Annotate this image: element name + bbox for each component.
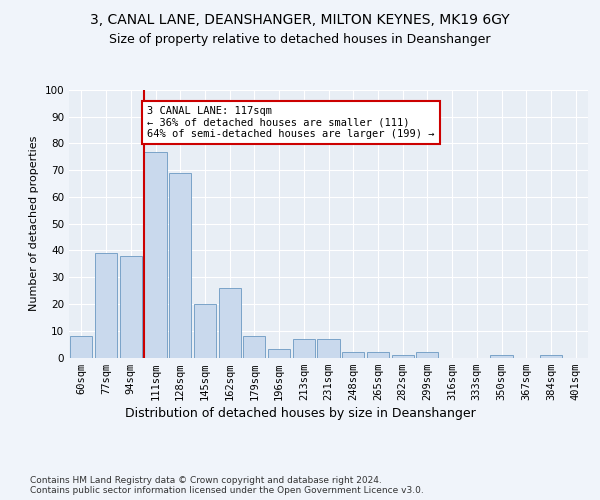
Text: 3, CANAL LANE, DEANSHANGER, MILTON KEYNES, MK19 6GY: 3, CANAL LANE, DEANSHANGER, MILTON KEYNE… [90, 12, 510, 26]
Bar [490, 355, 512, 358]
Bar [268, 350, 290, 358]
Bar [95, 253, 117, 358]
Bar [119, 256, 142, 358]
Text: Distribution of detached houses by size in Deanshanger: Distribution of detached houses by size … [125, 408, 475, 420]
Bar [392, 355, 414, 358]
Bar [540, 355, 562, 358]
Bar [293, 339, 315, 357]
Text: Contains HM Land Registry data © Crown copyright and database right 2024.
Contai: Contains HM Land Registry data © Crown c… [30, 476, 424, 495]
Bar [416, 352, 439, 358]
Bar [317, 339, 340, 357]
Bar [342, 352, 364, 358]
Bar [194, 304, 216, 358]
Bar [70, 336, 92, 357]
Bar [145, 152, 167, 358]
Text: 3 CANAL LANE: 117sqm
← 36% of detached houses are smaller (111)
64% of semi-deta: 3 CANAL LANE: 117sqm ← 36% of detached h… [147, 106, 434, 139]
Bar [218, 288, 241, 358]
Bar [367, 352, 389, 358]
Bar [243, 336, 265, 357]
Y-axis label: Number of detached properties: Number of detached properties [29, 136, 39, 312]
Bar [169, 173, 191, 358]
Text: Size of property relative to detached houses in Deanshanger: Size of property relative to detached ho… [109, 32, 491, 46]
